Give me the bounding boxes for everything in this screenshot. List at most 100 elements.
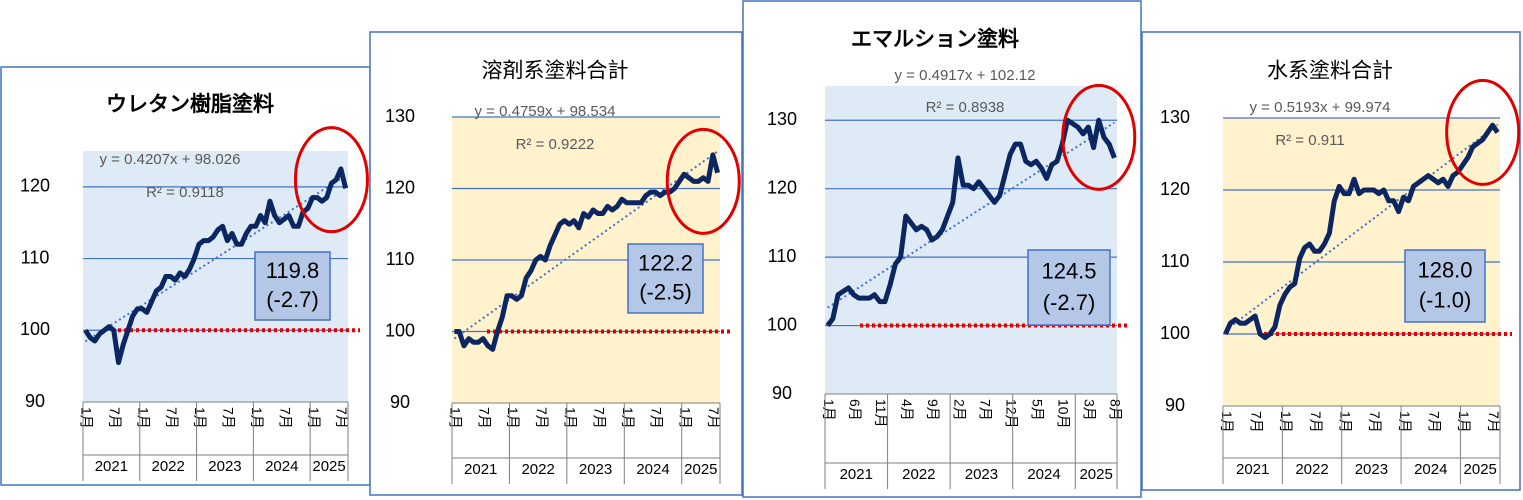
year-label: 2024: [1414, 461, 1447, 478]
r-squared: R² = 0.911: [1275, 132, 1344, 149]
year-label: 2023: [1355, 461, 1388, 478]
x-tick-label: 2月: [951, 399, 967, 421]
highlight-ellipse: [1445, 78, 1521, 186]
chart-title: 水系塗料合計: [1267, 59, 1393, 83]
x-tick-label: 7月: [649, 407, 665, 429]
x-tick-label: 6月: [847, 399, 863, 421]
trend-equation: y = 0.5193x + 99.974: [1250, 99, 1391, 116]
x-tick-label: 7月: [277, 407, 293, 429]
x-tick-label: 7月: [1248, 411, 1264, 433]
y-tick-label: 120: [385, 177, 415, 197]
x-tick-label: 7月: [977, 399, 993, 421]
highlight-ellipse: [665, 127, 741, 235]
x-tick-label: 1月: [821, 399, 837, 421]
x-tick-label: 7月: [1427, 411, 1443, 433]
highlight-ellipse: [293, 126, 369, 234]
year-label: 2023: [579, 461, 612, 478]
callout-text: 124.5: [1041, 258, 1096, 283]
x-tick-label: 7月: [1486, 411, 1502, 433]
chart-title: ウレタン樹脂塗料: [106, 92, 274, 116]
chart-title: エマルション塗料: [851, 27, 1019, 51]
year-label: 2025: [684, 461, 717, 478]
year-label: 2023: [208, 458, 241, 475]
x-tick-label: 11月: [873, 399, 889, 428]
year-label: 2021: [464, 461, 497, 478]
x-tick-label: 1月: [563, 407, 579, 429]
x-tick-label: 7月: [107, 407, 123, 429]
x-tick-label: 7月: [1367, 411, 1383, 433]
data-line: [83, 166, 349, 366]
year-label: 2024: [1027, 466, 1060, 483]
y-tick-label: 90: [390, 392, 410, 412]
trendline: [1224, 124, 1499, 332]
year-label: 2022: [1295, 461, 1328, 478]
y-tick-label: 130: [385, 106, 415, 126]
y-tick-label: 100: [1160, 323, 1190, 343]
x-tick-label: 9月: [925, 399, 941, 421]
x-tick-label: 1月: [192, 407, 208, 429]
year-label: 2022: [151, 458, 184, 475]
x-tick-label: 1月: [677, 407, 693, 429]
x-tick-label: 1月: [1219, 411, 1235, 433]
trend-equation: y = 0.4759x + 98.534: [475, 103, 616, 120]
trendline: [827, 121, 1115, 309]
year-label: 2024: [265, 458, 298, 475]
r-squared: R² = 0.8938: [926, 99, 1005, 116]
x-tick-label: 1月: [249, 407, 265, 429]
x-tick-label: 1月: [1397, 411, 1413, 433]
x-tick-label: 8月: [1108, 399, 1124, 421]
year-label: 2024: [636, 461, 669, 478]
callout-box: [1404, 249, 1486, 323]
x-tick-label: 1月: [448, 407, 464, 429]
highlight-ellipse: [1061, 83, 1137, 191]
y-tick-label: 90: [1165, 395, 1185, 415]
callout-text: (-2.5): [639, 279, 692, 304]
trend-equation: y = 0.4207x + 98.026: [100, 151, 241, 168]
x-tick-label: 7月: [334, 407, 350, 429]
y-tick-label: 130: [767, 109, 797, 129]
callout-text: 122.2: [638, 251, 693, 276]
chart-title: 溶剤系塗料合計: [482, 59, 629, 83]
callout-text: (-1.0): [1419, 288, 1472, 313]
trend-equation: y = 0.4917x + 102.12: [895, 67, 1036, 84]
y-tick-label: 120: [20, 176, 50, 196]
y-tick-label: 110: [386, 249, 415, 269]
callout-text: 119.8: [266, 258, 319, 283]
x-tick-label: 7月: [476, 407, 492, 429]
x-tick-label: 1月: [1456, 411, 1472, 433]
x-tick-label: 1月: [620, 407, 636, 429]
x-tick-label: 1月: [505, 407, 521, 429]
trendline: [84, 174, 347, 343]
y-tick-label: 100: [20, 319, 50, 339]
x-tick-label: 4月: [899, 399, 915, 421]
x-tick-label: 1月: [1337, 411, 1353, 433]
callout-text: (-2.7): [266, 287, 319, 312]
x-tick-label: 7月: [706, 407, 722, 429]
year-label: 2023: [965, 466, 998, 483]
x-tick-label: 1月: [79, 407, 95, 429]
y-tick-label: 110: [768, 246, 797, 266]
x-tick-label: 10月: [1056, 399, 1072, 429]
year-label: 2021: [95, 458, 128, 475]
x-tick-label: 7月: [1308, 411, 1324, 433]
r-squared: R² = 0.9222: [516, 136, 595, 153]
x-tick-label: 3月: [1082, 399, 1098, 421]
y-tick-label: 120: [1160, 179, 1190, 199]
chart-panel: 溶剤系塗料合計 90 100 110 120 130 1月 7月 1月 7月 1月 7月 1月 7月 1月 7…: [369, 31, 743, 496]
trendline: [453, 150, 719, 340]
x-tick-label: 7月: [591, 407, 607, 429]
callout-text: 128.0: [1417, 257, 1472, 282]
callout-text: (-2.7): [1043, 290, 1096, 315]
y-tick-label: 90: [25, 391, 45, 411]
callout-box: [1027, 249, 1111, 326]
y-tick-label: 100: [767, 314, 797, 334]
y-tick-label: 130: [1160, 107, 1190, 127]
x-tick-label: 1月: [135, 407, 151, 429]
x-tick-label: 12月: [1003, 399, 1019, 429]
callout-box: [254, 251, 331, 321]
data-line: [454, 152, 721, 352]
data-line: [1223, 122, 1500, 341]
r-squared: R² = 0.9118: [146, 184, 224, 201]
x-tick-label: 1月: [1278, 411, 1294, 433]
